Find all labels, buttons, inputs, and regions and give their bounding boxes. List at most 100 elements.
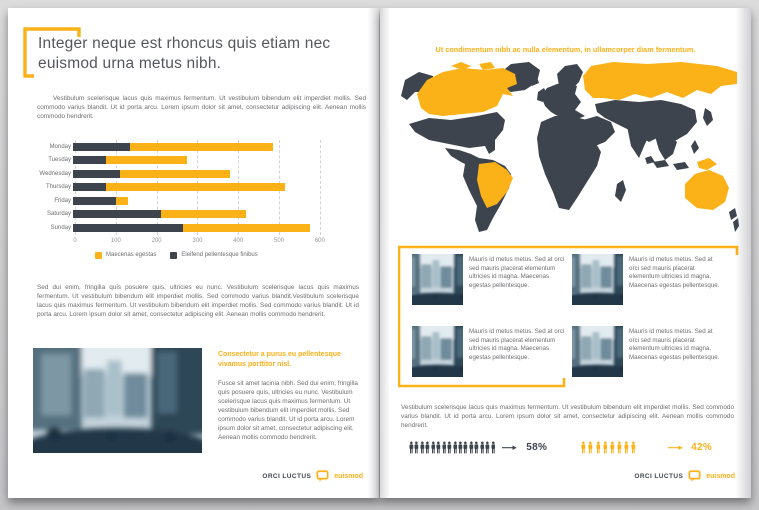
bar-segment-yellow <box>183 223 310 232</box>
cards-grid: Mauris id metus metus. Sed at orci sed m… <box>412 254 722 377</box>
axis-tick-label: 400 <box>233 237 244 244</box>
bar-segment-dark <box>73 183 106 192</box>
legend-swatch <box>95 251 102 259</box>
category-label: Friday <box>54 197 71 204</box>
chart-x-axis: 0 100 200 300 400 500 600 <box>73 237 328 246</box>
intro-paragraph: Vestibulum scelerisque lacus quis maximu… <box>37 95 366 120</box>
right-page-footer: ORCI LUCTUS euismod <box>634 470 735 482</box>
person-icon <box>447 441 452 454</box>
person-icon <box>596 441 600 454</box>
chart-legend: Maecenas egestas Eleifend pellentesque fi… <box>95 251 362 259</box>
legend-item: Maecenas egestas <box>95 251 157 259</box>
chart-plot-area: Monday Tuesday Wednesday Thursday Friday Satu… <box>37 140 362 235</box>
section-subheading: Consectetur a purus eu pellentesque viva… <box>218 351 341 368</box>
category-label: Thursday <box>45 184 71 191</box>
chart-row: Tuesday <box>37 154 362 168</box>
person-icon <box>409 441 414 454</box>
footer-logo-text: euismod <box>334 472 363 480</box>
region-africa <box>537 116 601 210</box>
person-icon <box>474 441 479 454</box>
footer-brand: ORCI LUCTUS <box>262 472 312 480</box>
person-icon <box>631 441 636 454</box>
card: Mauris id metus metus. Sed at orci sed m… <box>572 326 722 377</box>
card-photo <box>572 326 623 377</box>
person-icon <box>624 441 629 454</box>
person-icon <box>485 441 490 454</box>
region-alaska <box>401 72 435 100</box>
bar-segment-yellow <box>130 142 273 151</box>
bar-segment-yellow <box>119 169 231 178</box>
category-label: Monday <box>49 143 71 150</box>
region-canada <box>417 62 517 116</box>
bar-track <box>73 142 326 151</box>
left-page-footer: ORCI LUCTUS euismod <box>262 470 363 482</box>
bar-segment-dark <box>73 169 120 178</box>
axis-tick-label: 300 <box>192 237 203 244</box>
pictograph-stats-row: 58% 42% <box>409 440 712 455</box>
person-icon <box>414 441 419 454</box>
stat-group: 42% <box>581 440 712 455</box>
footer-brand: ORCI LUCTUS <box>634 472 684 480</box>
article-photo <box>33 348 202 453</box>
chart-row: Thursday <box>37 181 362 195</box>
right-body-paragraph: Vestibulum scelerisque lacus quis maximu… <box>401 404 734 429</box>
region-brazil <box>477 162 513 208</box>
person-icon <box>581 441 586 454</box>
region-madagascar <box>615 180 626 202</box>
bar-segment-yellow <box>105 183 286 192</box>
region-indonesia <box>645 140 699 170</box>
person-icon <box>491 441 495 454</box>
person-icon <box>588 441 593 454</box>
bar-track <box>73 169 326 178</box>
bar-segment-dark <box>73 142 131 151</box>
region-central-asia-china <box>595 100 697 142</box>
person-icon <box>617 441 622 454</box>
map-highlighted-land <box>417 62 737 210</box>
legend-item: Eleifend pellentesque finibus <box>170 251 258 259</box>
chart-row: Sunday <box>37 221 362 235</box>
region-japan <box>703 108 713 126</box>
body-paragraph: Sed dui enim, fringilla quis posuere qui… <box>37 284 359 318</box>
region-middle-east <box>583 116 615 146</box>
category-label: Saturday <box>46 211 71 218</box>
right-page: Ut condimentum nibh ac nulla elementum, … <box>380 8 751 498</box>
card: Mauris id metus metus. Sed at orci sed m… <box>412 326 572 377</box>
stat-group: 58% <box>409 440 547 455</box>
card-photo <box>412 254 463 305</box>
bar-track <box>73 210 326 219</box>
speech-bubble-icon <box>688 470 701 482</box>
axis-tick-label: 200 <box>151 237 162 244</box>
bar-chart: Monday Tuesday Wednesday Thursday Friday Satu… <box>37 140 362 259</box>
title-bracket-decoration <box>23 27 81 78</box>
chart-row: Monday <box>37 140 362 154</box>
region-europe <box>541 82 585 120</box>
region-usa <box>409 112 505 154</box>
bar-track <box>73 156 326 165</box>
axis-tick-label: 100 <box>110 237 121 244</box>
category-label: Tuesday <box>48 157 71 164</box>
pictogram-icons <box>409 440 495 455</box>
region-southeast-asia <box>655 134 677 160</box>
card-text: Mauris id metus metus. Sed at orci sed m… <box>629 256 720 289</box>
card-photo <box>412 326 463 377</box>
person-icon <box>431 441 435 454</box>
chart-gridline <box>319 140 321 235</box>
stat-value: 42% <box>691 442 713 453</box>
bar-segment-dark <box>73 223 184 232</box>
axis-tick-label: 600 <box>314 237 325 244</box>
card: Mauris id metus metus. Sed at orci sed m… <box>572 254 722 305</box>
person-icon <box>469 441 474 454</box>
legend-label: Eleifend pellentesque finibus <box>181 252 258 258</box>
right-page-heading: Ut condimentum nibh ac nulla elementum, … <box>435 45 696 54</box>
person-icon <box>480 441 484 454</box>
pictogram-icons <box>581 440 636 455</box>
region-india <box>627 124 651 158</box>
person-icon <box>458 441 463 454</box>
bar-track <box>73 196 326 205</box>
card-text: Mauris id metus metus. Sed at orci sed m… <box>469 256 565 289</box>
person-icon <box>442 441 446 454</box>
person-icon <box>436 441 441 454</box>
region-new-zealand <box>729 208 739 232</box>
legend-label: Maecenas egestas <box>106 252 157 258</box>
